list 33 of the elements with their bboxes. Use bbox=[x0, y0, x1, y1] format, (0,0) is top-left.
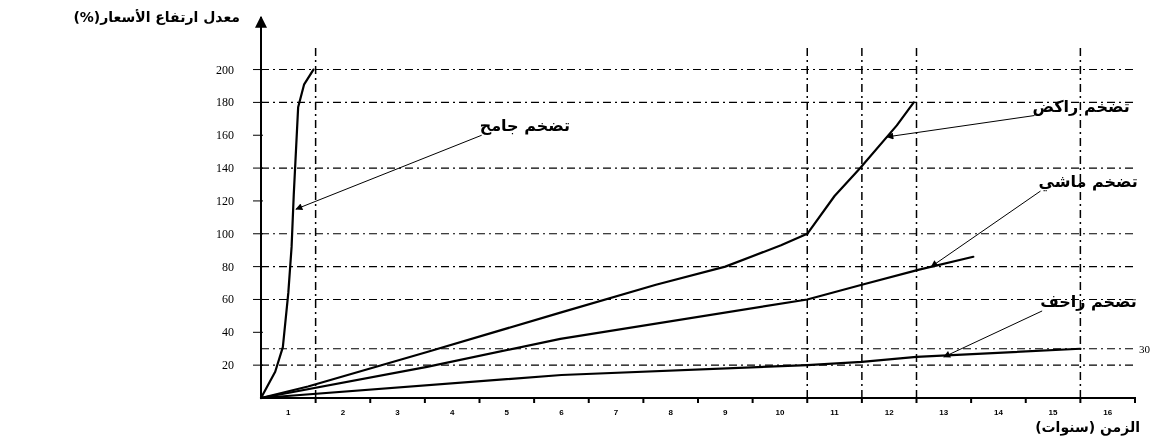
x-tick-label: 12 bbox=[884, 408, 895, 417]
y-tick-label: 140 bbox=[216, 161, 234, 176]
annotation: تضخم زاحف bbox=[1040, 291, 1137, 311]
x-tick-label: 15 bbox=[1048, 408, 1059, 417]
y-tick-label: 100 bbox=[216, 226, 234, 241]
ref-line-label: 30 bbox=[1139, 342, 1151, 355]
y-tick-label: 20 bbox=[222, 358, 234, 373]
x-tick-label: 11 bbox=[830, 408, 840, 417]
x-tick-label: 9 bbox=[723, 408, 729, 417]
y-tick-label: 80 bbox=[222, 259, 234, 274]
y-tick-label: 200 bbox=[216, 62, 234, 77]
x-tick-label: 7 bbox=[613, 408, 619, 417]
y-tick-label: 180 bbox=[216, 95, 234, 110]
x-tick-label: 4 bbox=[449, 408, 455, 417]
y-tick-label: 120 bbox=[216, 193, 234, 208]
y-tick-label: 40 bbox=[222, 325, 234, 340]
x-tick-label: 6 bbox=[559, 408, 565, 417]
x-tick-label: 16 bbox=[1103, 408, 1113, 417]
x-tick-label: 2 bbox=[340, 408, 346, 417]
x-tick-label: 13 bbox=[939, 408, 949, 417]
x-tick-label: 14 bbox=[993, 408, 1004, 417]
x-tick-label: 10 bbox=[775, 408, 785, 417]
annotation: تضخم راكض bbox=[1032, 96, 1130, 116]
x-tick-label: 5 bbox=[504, 408, 510, 417]
y-tick-label: 60 bbox=[222, 292, 234, 307]
y-axis-title: معدل ارتفاع الأسعار(%) bbox=[73, 9, 240, 25]
x-tick-label: 1 bbox=[286, 408, 292, 417]
annotation: تضخم جامح bbox=[479, 116, 571, 136]
x-tick-label: 8 bbox=[668, 408, 674, 417]
x-axis-title: الزمن (سنوات) bbox=[1035, 419, 1140, 436]
y-tick-label: 160 bbox=[216, 128, 234, 143]
annotation: تضخم ماشي bbox=[1038, 172, 1138, 193]
x-tick-label: 3 bbox=[395, 408, 401, 417]
